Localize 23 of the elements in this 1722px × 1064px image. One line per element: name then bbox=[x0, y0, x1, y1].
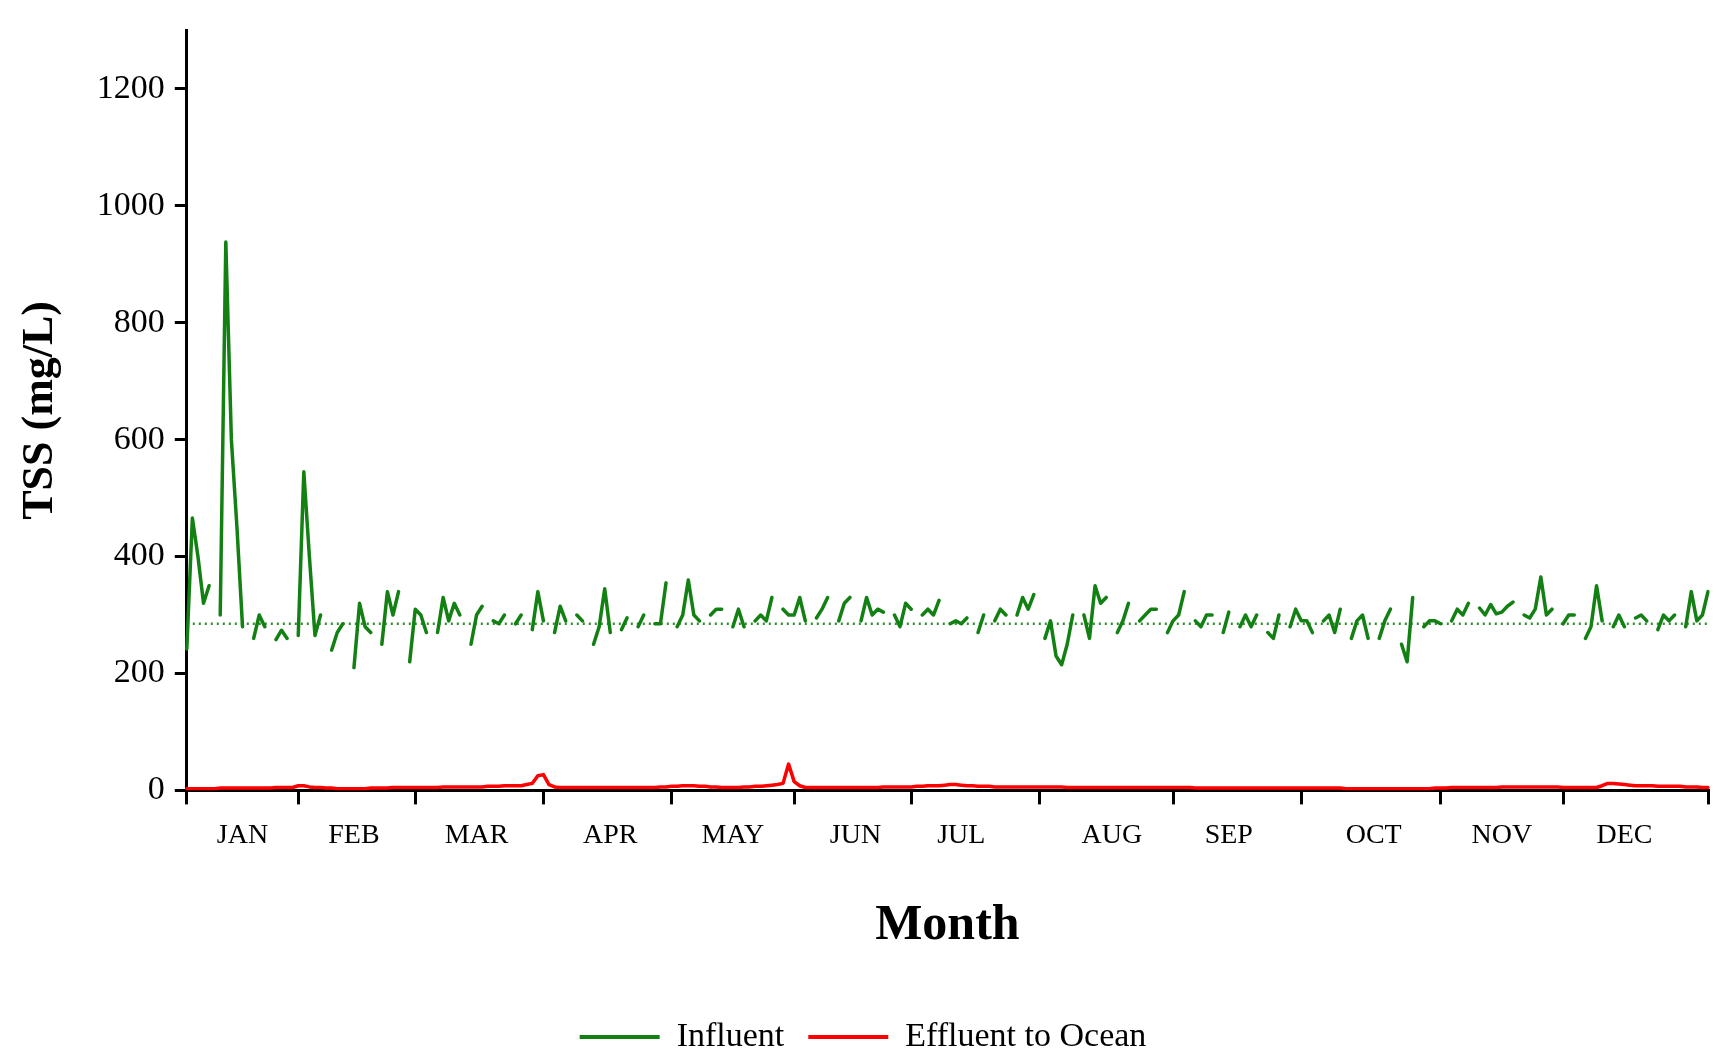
y-tick-label: 600 bbox=[113, 418, 165, 456]
x-tick-label: MAR bbox=[444, 817, 509, 849]
x-tick-label: SEP bbox=[1204, 817, 1253, 849]
x-tick-label: NOV bbox=[1471, 817, 1533, 849]
x-tick-label: JAN bbox=[216, 817, 269, 849]
y-tick-label: 0 bbox=[147, 769, 165, 807]
x-axis-title: Month bbox=[875, 893, 1020, 950]
legend-label: Influent bbox=[676, 1015, 785, 1053]
y-axis-title: TSS (mg/L) bbox=[12, 300, 62, 520]
legend-label: Effluent to Ocean bbox=[905, 1015, 1147, 1053]
y-tick-label: 1000 bbox=[96, 184, 165, 222]
x-tick-label: APR bbox=[583, 817, 638, 849]
y-tick-label: 1200 bbox=[96, 67, 165, 105]
x-tick-label: FEB bbox=[328, 817, 380, 849]
x-tick-label: DEC bbox=[1596, 817, 1653, 849]
x-tick-label: AUG bbox=[1081, 817, 1143, 849]
y-tick-label: 400 bbox=[113, 535, 165, 573]
x-tick-label: JUN bbox=[829, 817, 882, 849]
x-tick-label: JUL bbox=[937, 817, 986, 849]
y-tick-label: 800 bbox=[113, 301, 165, 339]
y-tick-label: 200 bbox=[113, 652, 165, 690]
x-tick-label: OCT bbox=[1345, 817, 1402, 849]
x-tick-label: MAY bbox=[701, 817, 765, 849]
